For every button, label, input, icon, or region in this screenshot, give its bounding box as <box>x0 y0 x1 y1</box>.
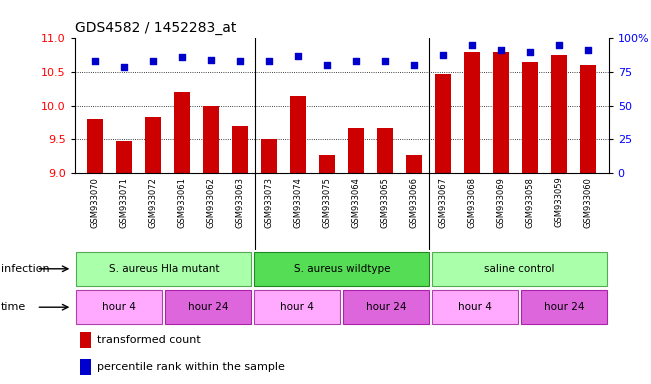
Text: GSM933073: GSM933073 <box>265 177 273 228</box>
Bar <box>255 252 429 286</box>
Bar <box>436 74 451 173</box>
Text: transformed count: transformed count <box>97 335 201 345</box>
Text: hour 4: hour 4 <box>102 302 136 312</box>
Bar <box>378 128 393 173</box>
Bar <box>117 141 132 173</box>
Text: GSM933075: GSM933075 <box>323 177 332 227</box>
Point <box>467 42 478 48</box>
Point <box>380 58 391 64</box>
Bar <box>343 290 429 324</box>
Text: GSM933061: GSM933061 <box>178 177 187 227</box>
Text: time: time <box>1 302 26 312</box>
Text: percentile rank within the sample: percentile rank within the sample <box>97 362 284 372</box>
Point <box>322 62 333 68</box>
Bar <box>581 65 596 173</box>
Bar <box>348 128 365 173</box>
Bar <box>76 290 162 324</box>
Bar <box>174 92 190 173</box>
Point <box>119 63 130 70</box>
Bar <box>80 359 91 375</box>
Bar <box>493 52 509 173</box>
Text: S. aureus wildtype: S. aureus wildtype <box>294 264 390 274</box>
Point <box>438 51 449 58</box>
Text: GSM933058: GSM933058 <box>526 177 535 227</box>
Text: hour 4: hour 4 <box>281 302 314 312</box>
Bar <box>165 290 251 324</box>
Text: hour 24: hour 24 <box>366 302 406 312</box>
Bar <box>80 332 91 348</box>
Bar <box>406 155 422 173</box>
Point <box>235 58 245 64</box>
Text: GSM933074: GSM933074 <box>294 177 303 227</box>
Bar <box>290 96 306 173</box>
Bar <box>76 252 251 286</box>
Bar <box>464 52 480 173</box>
Text: GSM933072: GSM933072 <box>148 177 158 227</box>
Point <box>206 57 216 63</box>
Text: infection: infection <box>1 264 49 274</box>
Bar <box>432 252 607 286</box>
Text: GSM933065: GSM933065 <box>381 177 390 227</box>
Bar <box>551 55 567 173</box>
Text: hour 24: hour 24 <box>544 302 585 312</box>
Point <box>293 53 303 59</box>
Text: GSM933066: GSM933066 <box>410 177 419 228</box>
Point <box>409 62 419 68</box>
Text: hour 24: hour 24 <box>188 302 229 312</box>
Text: GSM933060: GSM933060 <box>584 177 593 227</box>
Text: S. aureus Hla mutant: S. aureus Hla mutant <box>109 264 219 274</box>
Point <box>148 58 158 64</box>
Text: GSM933059: GSM933059 <box>555 177 564 227</box>
Bar <box>319 155 335 173</box>
Text: GSM933070: GSM933070 <box>90 177 100 227</box>
Text: GSM933071: GSM933071 <box>120 177 129 227</box>
Point <box>264 58 275 64</box>
Bar <box>87 119 103 173</box>
Text: GSM933063: GSM933063 <box>236 177 245 228</box>
Point <box>177 54 187 60</box>
Text: GSM933068: GSM933068 <box>468 177 477 228</box>
Point <box>525 49 536 55</box>
Point <box>90 58 100 64</box>
Text: hour 4: hour 4 <box>458 302 492 312</box>
Text: GSM933062: GSM933062 <box>207 177 215 227</box>
Point <box>496 47 506 53</box>
Point <box>351 58 361 64</box>
Bar <box>203 106 219 173</box>
Point <box>583 47 594 53</box>
Point <box>554 42 564 48</box>
Bar <box>232 126 248 173</box>
Bar <box>261 139 277 173</box>
Text: saline control: saline control <box>484 264 555 274</box>
Text: GSM933069: GSM933069 <box>497 177 506 227</box>
Text: GSM933067: GSM933067 <box>439 177 448 228</box>
Bar <box>255 290 340 324</box>
Bar <box>432 290 518 324</box>
Bar <box>145 117 161 173</box>
Text: GDS4582 / 1452283_at: GDS4582 / 1452283_at <box>75 21 236 35</box>
Text: GSM933064: GSM933064 <box>352 177 361 227</box>
Bar <box>521 290 607 324</box>
Bar <box>522 62 538 173</box>
